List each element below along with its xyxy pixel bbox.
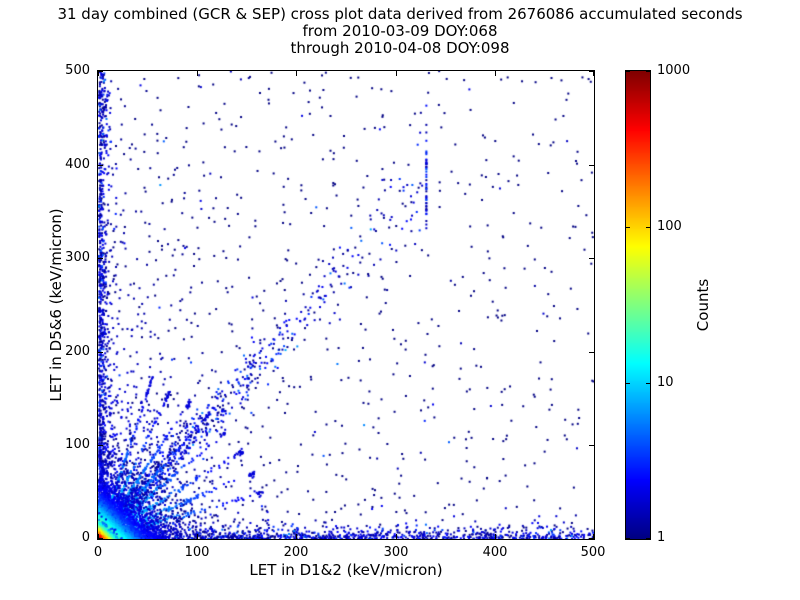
colorbar-tick-label: 1000 (657, 63, 691, 78)
colorbar-tick-mark (626, 538, 630, 539)
y-tick-mark (98, 538, 103, 539)
colorbar-tick-mark (646, 227, 650, 228)
colorbar-tick-mark (626, 71, 630, 72)
x-tick-label: 100 (184, 545, 210, 560)
colorbar-label: Counts (694, 278, 712, 332)
y-tick-label: 100 (65, 437, 90, 452)
x-tick-mark (495, 534, 496, 539)
y-tick-label: 200 (65, 344, 90, 359)
x-tick-label: 500 (580, 545, 606, 560)
colorbar-tick-mark (646, 538, 650, 539)
y-tick-mark (589, 352, 594, 353)
x-tick-mark (593, 534, 594, 539)
title-line-1: 31 day combined (GCR & SEP) cross plot d… (57, 5, 743, 23)
x-tick-label: 0 (93, 545, 103, 560)
colorbar-tick-mark (626, 383, 630, 384)
x-tick-mark (98, 71, 99, 76)
chart-title: 31 day combined (GCR & SEP) cross plot d… (0, 6, 800, 57)
colorbar (625, 70, 651, 540)
x-tick-mark (296, 534, 297, 539)
title-line-2: from 2010-03-09 DOY:068 (302, 22, 498, 40)
y-tick-label: 300 (65, 250, 90, 265)
y-tick-mark (98, 165, 103, 166)
y-tick-mark (98, 258, 103, 259)
x-tick-mark (197, 71, 198, 76)
y-axis-label: LET in D5&6 (keV/micron) (47, 208, 65, 402)
y-tick-mark (589, 258, 594, 259)
y-tick-mark (589, 165, 594, 166)
x-tick-mark (296, 71, 297, 76)
x-tick-mark (593, 71, 594, 76)
x-tick-mark (197, 534, 198, 539)
y-tick-mark (98, 445, 103, 446)
x-tick-mark (396, 534, 397, 539)
y-tick-mark (98, 352, 103, 353)
x-tick-mark (495, 71, 496, 76)
colorbar-tick-label: 1 (657, 530, 666, 545)
x-tick-label: 400 (482, 545, 508, 560)
y-tick-mark (98, 71, 103, 72)
y-tick-label: 0 (81, 530, 90, 545)
y-tick-label: 400 (65, 157, 90, 172)
colorbar-gradient (626, 71, 650, 539)
scatter-canvas (98, 71, 594, 539)
colorbar-tick-mark (646, 71, 650, 72)
y-tick-mark (589, 71, 594, 72)
title-line-3: through 2010-04-08 DOY:098 (290, 39, 510, 57)
colorbar-tick-mark (626, 227, 630, 228)
x-tick-label: 300 (383, 545, 409, 560)
colorbar-tick-label: 10 (657, 375, 674, 390)
y-tick-label: 500 (65, 63, 90, 78)
x-tick-mark (396, 71, 397, 76)
colorbar-tick-mark (646, 383, 650, 384)
x-axis-label: LET in D1&2 (keV/micron) (249, 561, 443, 579)
y-tick-mark (589, 538, 594, 539)
colorbar-tick-label: 100 (657, 219, 682, 234)
plot-area (97, 70, 595, 540)
y-tick-mark (589, 445, 594, 446)
x-tick-label: 200 (283, 545, 309, 560)
x-tick-mark (98, 534, 99, 539)
